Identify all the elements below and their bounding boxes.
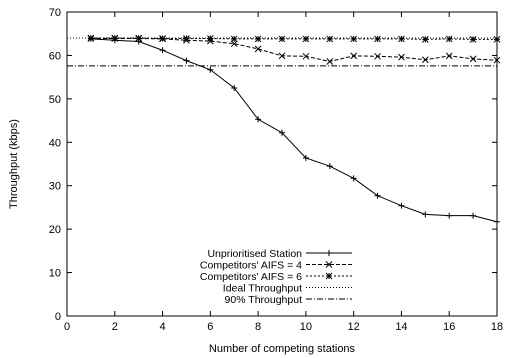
data-point-marker	[87, 34, 95, 42]
data-point-marker	[278, 35, 286, 43]
y-tick-label: 40	[49, 137, 61, 149]
data-point-marker	[445, 35, 453, 43]
y-tick-label: 30	[49, 181, 61, 193]
legend-entry-label: Competitors' AIFS = 4	[200, 260, 302, 272]
x-axis-label: Number of competing stations	[209, 343, 356, 355]
axes-layer: 0 2 4 6 8 10 12 14 16 18 0 10 20 30 40 50 60 70	[49, 7, 503, 333]
x-tick-label: 4	[159, 321, 165, 333]
series-line	[90, 38, 498, 223]
x-tick-label: 6	[207, 321, 213, 333]
x-tick-label: 0	[64, 321, 70, 333]
y-tick-label: 70	[49, 7, 61, 19]
y-tick-label: 60	[49, 50, 61, 62]
data-point-marker	[111, 34, 119, 42]
data-point-marker	[206, 35, 214, 42]
legend-entry-label: Unprioritised Station	[207, 248, 302, 260]
data-point-marker	[135, 34, 143, 42]
legend-entry-label: 90% Throughput	[225, 294, 303, 306]
series-unprioritised-station	[87, 35, 500, 225]
data-point-marker	[421, 36, 429, 43]
y-axis-label: Throughput (kbps)	[8, 119, 20, 209]
data-point-marker	[325, 261, 333, 268]
x-tick-label: 12	[348, 321, 360, 333]
legend-entry-label: Ideal Throughput	[223, 283, 302, 295]
data-point-marker	[469, 36, 477, 43]
data-point-marker	[326, 58, 334, 65]
data-point-marker	[350, 35, 358, 43]
data-point-marker	[421, 56, 429, 64]
data-point-marker	[493, 56, 501, 64]
data-point-marker	[254, 35, 262, 43]
data-point-marker	[374, 35, 381, 43]
data-point-marker	[302, 35, 310, 43]
y-tick-label: 10	[49, 268, 61, 280]
x-tick-label: 10	[300, 321, 312, 333]
plot-frame	[66, 11, 498, 317]
data-point-marker	[254, 45, 262, 53]
data-point-marker	[230, 35, 238, 43]
data-point-marker	[493, 36, 501, 43]
x-tick-label: 14	[395, 321, 407, 333]
data-point-marker	[326, 35, 334, 43]
data-point-marker	[159, 35, 166, 42]
y-tick-label: 0	[55, 311, 61, 323]
data-point-marker	[325, 272, 333, 280]
x-tick-label: 16	[443, 321, 455, 333]
series-competitors-aifs-6	[87, 34, 501, 43]
legend-entry-label: Competitors' AIFS = 6	[200, 271, 302, 283]
data-point-marker	[278, 52, 286, 60]
x-tick-label: 18	[491, 321, 503, 333]
series-layer	[67, 34, 501, 225]
data-point-marker	[183, 35, 190, 42]
series-competitors-aifs-4	[87, 35, 501, 65]
x-tick-label: 2	[112, 321, 118, 333]
data-point-marker	[350, 52, 358, 60]
data-point-marker	[374, 52, 381, 60]
data-point-marker	[398, 53, 405, 61]
series-line	[90, 37, 498, 63]
y-tick-label: 50	[49, 94, 61, 106]
data-point-marker	[445, 52, 453, 60]
data-point-marker	[302, 52, 310, 60]
x-tick-label: 8	[255, 321, 261, 333]
data-point-marker	[230, 40, 238, 48]
data-point-marker	[398, 35, 405, 43]
data-point-marker	[469, 55, 477, 63]
y-tick-label: 20	[49, 224, 61, 236]
